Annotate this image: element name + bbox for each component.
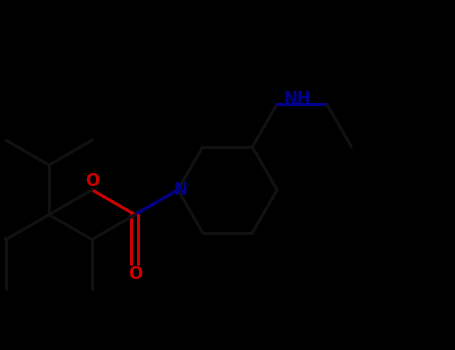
Text: O: O bbox=[85, 172, 99, 190]
Text: NH: NH bbox=[283, 90, 311, 108]
Text: O: O bbox=[128, 265, 142, 283]
Text: N: N bbox=[173, 181, 187, 199]
